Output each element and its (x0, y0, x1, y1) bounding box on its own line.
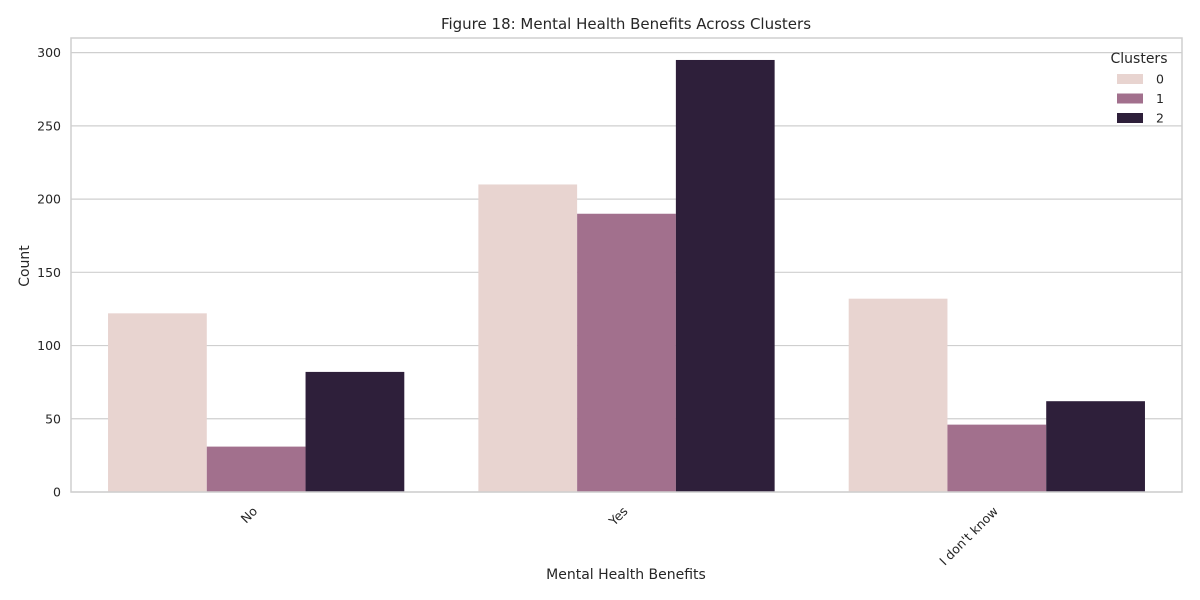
legend: Clusters 0 1 2 (1111, 51, 1168, 126)
bar-no-cluster-1 (206, 446, 306, 492)
y-tick-label: 150 (37, 265, 61, 280)
bar-yes-cluster-2 (675, 59, 775, 492)
x-tick-label: Yes (605, 504, 631, 530)
bar-no-cluster-0 (108, 313, 207, 492)
x-axis-label: Mental Health Benefits (546, 567, 706, 583)
legend-items: 0 1 2 (1117, 72, 1164, 126)
legend-title: Clusters (1111, 51, 1168, 67)
y-axis-ticks: 0 50 100 150 200 250 300 (37, 45, 61, 499)
y-tick-label: 100 (37, 338, 61, 353)
y-tick-label: 250 (37, 118, 61, 133)
chart-title: Figure 18: Mental Health Benefits Across… (441, 15, 811, 33)
legend-label-2: 2 (1156, 111, 1164, 126)
legend-swatch-2 (1117, 113, 1143, 123)
y-tick-label: 50 (45, 411, 61, 426)
bar-i-don-t-know-cluster-0 (848, 298, 948, 492)
x-tick-label: I don't know (936, 504, 1001, 569)
bar-yes-cluster-0 (478, 184, 578, 493)
x-tick-label: No (238, 504, 261, 527)
plot-frame (70, 37, 1183, 493)
legend-label-0: 0 (1156, 72, 1164, 87)
bar-yes-cluster-1 (577, 213, 676, 492)
legend-label-1: 1 (1156, 91, 1164, 106)
bars (108, 59, 1145, 493)
x-axis-ticks: No Yes I don't know (238, 504, 1001, 569)
bar-i-don-t-know-cluster-2 (1046, 401, 1145, 492)
legend-swatch-1 (1117, 93, 1143, 104)
y-tick-label: 0 (53, 485, 61, 500)
y-tick-label: 300 (37, 45, 61, 60)
bar-i-don-t-know-cluster-1 (947, 424, 1047, 492)
legend-swatch-0 (1117, 74, 1143, 84)
y-tick-label: 200 (37, 192, 61, 207)
y-axis-label: Count (17, 245, 33, 287)
bar-no-cluster-2 (305, 371, 405, 492)
